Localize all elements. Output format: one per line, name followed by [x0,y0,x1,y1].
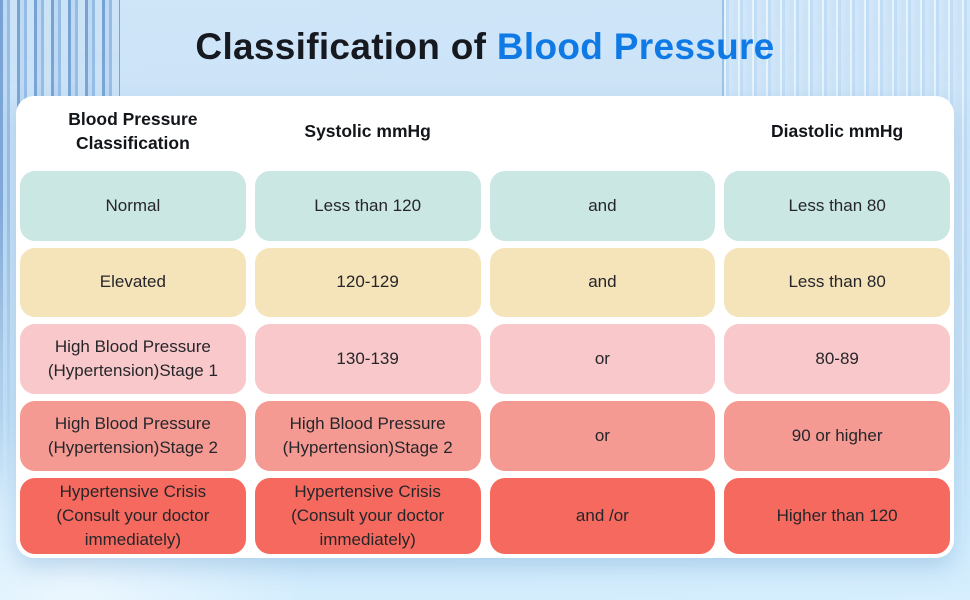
page-title: Classification of Blood Pressure [0,26,970,68]
header-classification: Blood Pressure Classification [68,109,198,153]
cell-systolic: High Blood Pressure (Hypertension)Stage … [254,400,481,471]
cell-systolic: Hypertensive Crisis (Consult your doctor… [254,477,481,554]
cell-diastolic: 90 or higher [724,400,950,471]
cell-systolic: Less than 120 [254,171,481,241]
cell-connector: or [489,400,716,471]
cell-classification: Normal [20,171,246,241]
classification-table: Blood Pressure Classification Systolic m… [16,96,954,558]
cell-connector: and [489,171,716,241]
cell-classification: Elevated [20,247,246,318]
cell-connector: and /or [489,477,716,554]
cell-classification: Hypertensive Crisis (Consult your doctor… [20,477,246,554]
header-diastolic: Diastolic mmHg [771,121,904,142]
header-connector [490,100,716,164]
header-systolic: Systolic mmHg [304,121,431,142]
cell-diastolic: Less than 80 [724,247,950,318]
cell-diastolic: Higher than 120 [724,477,950,554]
cell-systolic: 130-139 [254,324,481,394]
cell-connector: or [489,324,716,394]
page-title-prefix: Classification of [195,26,497,67]
cell-classification: High Blood Pressure (Hypertension)Stage … [20,400,246,471]
cell-diastolic: Less than 80 [724,171,950,241]
cell-systolic: 120-129 [254,247,481,318]
page-title-highlight: Blood Pressure [496,26,775,67]
cell-connector: and [489,247,716,318]
cell-diastolic: 80-89 [724,324,950,394]
cell-classification: High Blood Pressure (Hypertension)Stage … [20,324,246,394]
